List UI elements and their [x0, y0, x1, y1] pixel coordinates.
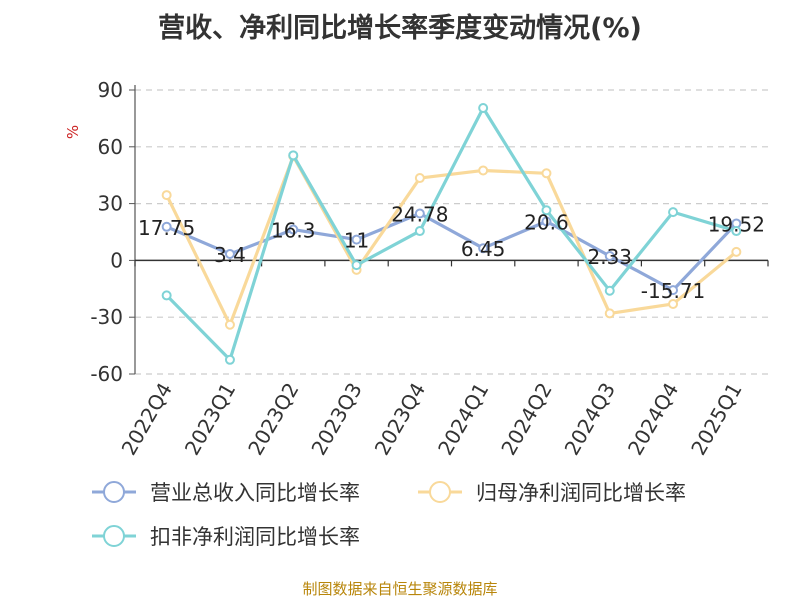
data-point: [288, 150, 299, 161]
y-axis-label: %: [64, 125, 82, 139]
data-label: 11: [344, 229, 369, 253]
y-tick-label: 0: [110, 248, 123, 272]
data-point: [541, 168, 552, 179]
data-label: 6.45: [461, 237, 506, 261]
y-tick-label: 90: [98, 78, 123, 102]
data-point: [351, 260, 362, 271]
data-point: [541, 216, 552, 227]
data-point: [224, 248, 235, 259]
data-point: [224, 354, 235, 365]
legend-marker-icon: [103, 525, 125, 547]
x-tick-label: 2023Q1: [180, 379, 240, 460]
series-line: [165, 154, 738, 327]
y-tick-label: 60: [98, 135, 123, 159]
legend-label: 扣非净利润同比增长率: [150, 525, 360, 549]
source-note: 制图数据来自恒生聚源数据库: [302, 580, 498, 598]
data-label: 24.78: [391, 202, 448, 226]
data-point: [161, 190, 172, 201]
legend-label: 归母净利润同比增长率: [476, 481, 686, 505]
data-label: 19.52: [708, 212, 765, 236]
data-point: [161, 221, 172, 232]
data-label: 20.6: [524, 210, 569, 234]
y-tick-label: -30: [90, 305, 123, 329]
data-point: [288, 224, 299, 235]
data-point: [668, 298, 679, 309]
chart-title: 营收、净利同比增长率季度变动情况(%): [158, 13, 642, 44]
data-label: 16.3: [271, 219, 316, 243]
data-point: [161, 290, 172, 301]
data-label: 17.75: [138, 216, 195, 240]
x-tick-label: 2024Q1: [433, 379, 493, 460]
data-point: [604, 250, 615, 261]
legend-label: 营业总收入同比增长率: [150, 481, 360, 505]
x-tick-label: 2023Q3: [306, 379, 366, 460]
data-label: -15.71: [641, 279, 705, 303]
data-label: 3.4: [214, 243, 246, 267]
data-point: [541, 205, 552, 216]
y-tick-label: -60: [90, 362, 123, 386]
series-line: [165, 106, 737, 362]
data-point: [731, 226, 742, 237]
series-lines: [161, 102, 742, 365]
x-tick-label: 2024Q3: [560, 379, 620, 460]
data-point: [478, 102, 489, 113]
data-point: [478, 243, 489, 254]
data-point: [478, 165, 489, 176]
y-tick-label: 30: [98, 192, 123, 216]
data-labels: 17.75 3.4 16.3 11 24.78 6.45 20.6 2.33 -15.71 19.…: [138, 202, 765, 303]
data-point: [604, 285, 615, 296]
data-point: [731, 246, 742, 257]
x-tick-label: 2024Q4: [623, 379, 683, 460]
data-point: [414, 226, 425, 237]
x-tick-label: 2024Q2: [496, 379, 556, 460]
x-tick-label: 2023Q4: [370, 379, 430, 460]
data-point: [351, 234, 362, 245]
data-point: [668, 207, 679, 218]
x-tick-label: 2022Q4: [117, 379, 177, 460]
x-tick-label: 2023Q2: [243, 379, 303, 460]
x-tick-label: 2025Q1: [686, 379, 746, 460]
legend-marker-icon: [429, 481, 451, 503]
data-label: 2.33: [587, 245, 632, 269]
data-point: [414, 173, 425, 184]
data-point: [414, 208, 425, 219]
data-point: [668, 285, 679, 296]
data-point: [224, 319, 235, 330]
legend-marker-icon: [103, 481, 125, 503]
data-point: [604, 308, 615, 319]
